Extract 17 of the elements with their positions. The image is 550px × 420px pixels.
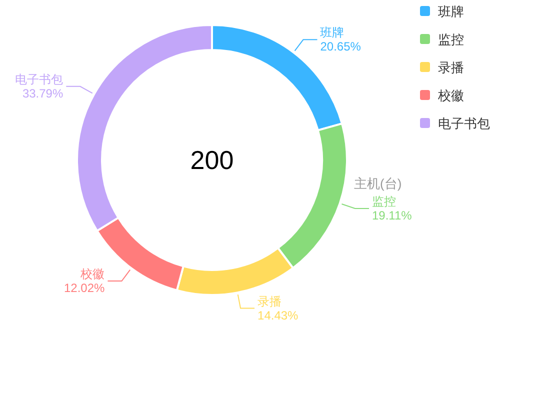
slice-label: 电子书包: [15, 72, 64, 86]
legend-label: 录播: [438, 60, 464, 75]
data-label: 33.79%: [22, 86, 64, 100]
legend-label: 班牌: [438, 4, 464, 19]
slice-label: 班牌: [320, 26, 344, 40]
data-label: 12.02%: [64, 281, 106, 296]
slice-label: 校徽: [80, 267, 105, 282]
data-label: 14.43%: [258, 308, 299, 322]
slice-label: 录播: [258, 294, 282, 308]
slice-label: 监控: [372, 194, 396, 209]
data-label: 20.65%: [320, 40, 362, 54]
legend-label: 电子书包: [438, 116, 490, 131]
legend-label: 监控: [438, 32, 464, 47]
text: 200: [190, 145, 234, 175]
data-label: 19.11%: [372, 208, 412, 223]
text: 主机(台): [354, 176, 402, 191]
legend-label: 校徽: [437, 88, 464, 103]
